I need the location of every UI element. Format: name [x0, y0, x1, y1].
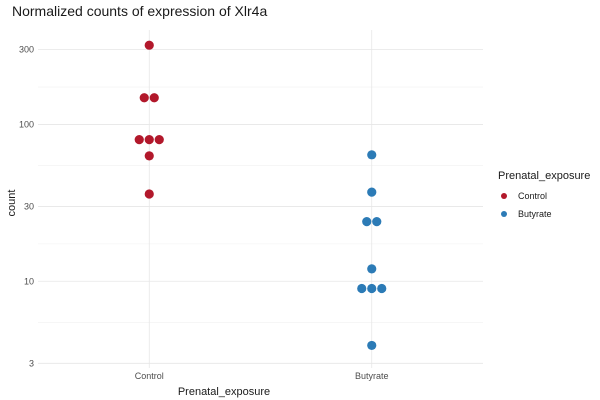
data-point-control [144, 151, 154, 161]
y-tick-label: 100 [19, 119, 34, 129]
data-point-butyrate [367, 340, 377, 351]
legend-title: Prenatal_exposure [498, 170, 590, 182]
data-point-butyrate [367, 264, 377, 274]
legend-label: Control [518, 191, 547, 201]
data-point-control [144, 40, 154, 50]
y-axis-ticks: 3 10 30 100 300 [19, 45, 34, 369]
data-point-butyrate [357, 283, 367, 294]
data-point-control [149, 93, 159, 103]
x-axis-title: Prenatal_exposure [178, 386, 270, 398]
legend: Prenatal_exposure Control Butyrate [498, 170, 590, 219]
y-axis-title: count [6, 190, 18, 217]
grid-minor [38, 86, 483, 323]
y-tick-label: 10 [24, 276, 34, 286]
data-point-butyrate [377, 283, 387, 294]
x-tick-label: Butyrate [355, 371, 389, 381]
y-tick-label: 300 [19, 45, 34, 55]
data-points [134, 40, 387, 351]
data-point-control [144, 189, 154, 199]
data-point-butyrate [367, 283, 377, 294]
data-point-butyrate [372, 217, 382, 227]
data-point-control [134, 135, 144, 145]
legend-items: Control Butyrate [501, 191, 552, 219]
legend-key-butyrate [501, 211, 507, 217]
data-point-butyrate [367, 187, 377, 197]
data-point-butyrate [362, 217, 372, 227]
data-point-butyrate [367, 150, 377, 160]
x-tick-label: Control [135, 371, 164, 381]
data-point-control [139, 93, 149, 103]
legend-label: Butyrate [518, 209, 552, 219]
legend-key-control [501, 193, 507, 199]
y-tick-label: 30 [24, 201, 34, 211]
x-axis-ticks: Control Butyrate [135, 371, 389, 381]
data-point-control [154, 135, 164, 145]
data-point-control [144, 135, 154, 145]
grid-major [38, 30, 483, 368]
y-tick-label: 3 [29, 358, 34, 368]
chart-title: Normalized counts of expression of Xlr4a [12, 3, 267, 19]
